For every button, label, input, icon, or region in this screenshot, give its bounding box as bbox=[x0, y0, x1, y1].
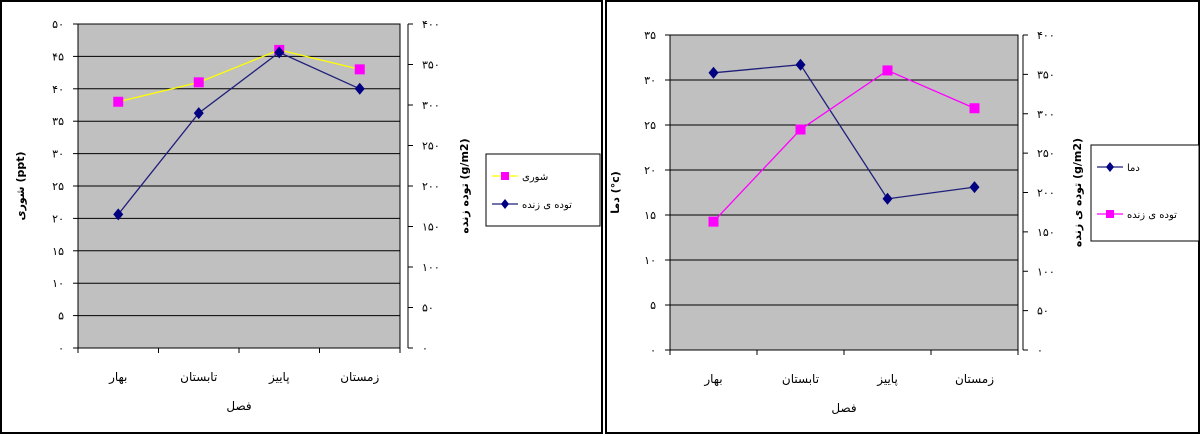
temperature-biomass-chart: ۰۵۱۰۱۵۲۰۲۵۳۰۳۵۰۵۰۱۰۰۱۵۰۲۰۰۲۵۰۳۰۰۳۵۰۴۰۰به… bbox=[609, 29, 1200, 415]
legend-box bbox=[1090, 144, 1200, 242]
left-axis-title: دما (°c) bbox=[609, 171, 622, 214]
left-tick-label: ۱۵ bbox=[644, 209, 656, 222]
chart-panel-left: ۰ ۵ ۱۰ ۱۵ ۲۰ ۲۵ ۳۰ ۳۵ ۴۰ ۴۵ ۵۰ ۰ ۵۰ ۱۰۰ ۱۵۰ ۲۰۰ ۲۵۰ ۳۰۰ ۳۵… bbox=[0, 0, 603, 434]
right-tick-label: ۳۰۰ bbox=[1037, 108, 1055, 121]
data-point-marker bbox=[969, 181, 980, 194]
right-tick-label: ۱۰۰ bbox=[422, 261, 440, 274]
data-point-marker bbox=[113, 208, 124, 221]
category-label: زمستان bbox=[955, 372, 994, 387]
legend-swatch-marker bbox=[1106, 162, 1114, 172]
data-point-marker bbox=[795, 124, 806, 135]
left-tick-label: ۱۵ bbox=[52, 245, 64, 258]
left-tick-label: ۳۰ bbox=[644, 74, 656, 87]
data-point-marker bbox=[969, 103, 980, 114]
left-tick-label: ۵ bbox=[58, 310, 64, 323]
left-tick-label: ۲۵ bbox=[644, 119, 656, 132]
right-tick-label: ۲۵۰ bbox=[1037, 147, 1055, 160]
category-label: پاییز bbox=[876, 372, 898, 387]
right-tick-label: ۵۰ bbox=[422, 302, 434, 315]
category-label: بهار bbox=[703, 372, 722, 387]
left-tick-label: ۵۰ bbox=[52, 18, 64, 31]
legend-swatch-marker bbox=[1106, 210, 1114, 218]
right-tick-label: ۱۵۰ bbox=[1037, 226, 1055, 239]
left-tick-label: ۲۰ bbox=[52, 212, 64, 225]
left-axis-title: شوری (ppt) bbox=[14, 151, 27, 220]
right-tick-label: ۰ bbox=[422, 342, 428, 355]
right-axis-title: توده زنده (g/m2) bbox=[458, 138, 471, 233]
right-tick-label: ۲۰۰ bbox=[1037, 187, 1055, 200]
data-point-marker bbox=[354, 64, 365, 75]
right-tick-label: ۰ bbox=[1037, 344, 1043, 357]
data-point-marker bbox=[354, 82, 365, 95]
data-point-marker bbox=[882, 65, 893, 76]
series-line bbox=[117, 51, 361, 215]
left-tick-label: ۴۵ bbox=[52, 50, 64, 63]
right-tick-label: ۱۵۰ bbox=[422, 221, 440, 234]
left-tick-label: ۱۰ bbox=[52, 277, 64, 290]
legend-swatch-marker bbox=[501, 199, 509, 209]
category-label: زمستان bbox=[340, 370, 379, 385]
salinity-biomass-chart: ۰ ۵ ۱۰ ۱۵ ۲۰ ۲۵ ۳۰ ۳۵ ۴۰ ۴۵ ۵۰ ۰ ۵۰ ۱۰۰ ۱۵۰ ۲۰۰ ۲۵۰ ۳۰۰ ۳۵… bbox=[14, 18, 601, 413]
legend-label: دما bbox=[1127, 163, 1140, 174]
data-point-marker bbox=[708, 66, 719, 79]
series-line bbox=[713, 64, 975, 200]
category-label: پاییز bbox=[268, 370, 290, 385]
x-axis-title: فصل bbox=[831, 401, 856, 415]
data-point-marker bbox=[882, 192, 893, 205]
right-tick-label: ۳۵۰ bbox=[1037, 68, 1055, 81]
left-tick-label: ۴۰ bbox=[52, 83, 64, 96]
left-tick-label: ۳۵ bbox=[52, 115, 64, 128]
right-tick-label: ۲۰۰ bbox=[422, 180, 440, 193]
left-tick-label: ۱۰ bbox=[644, 254, 656, 267]
data-point-marker bbox=[193, 107, 204, 120]
right-tick-label: ۳۰۰ bbox=[422, 99, 440, 112]
left-tick-label: ۵ bbox=[650, 299, 656, 312]
right-tick-label: ۲۵۰ bbox=[422, 140, 440, 153]
data-point-marker bbox=[795, 58, 806, 71]
series-line bbox=[713, 69, 975, 223]
left-tick-label: ۰ bbox=[58, 342, 64, 355]
x-axis-title: فصل bbox=[226, 399, 251, 413]
legend-swatch-marker bbox=[501, 172, 509, 180]
category-label: تابستان bbox=[180, 370, 217, 384]
plot-area bbox=[669, 34, 1019, 351]
right-tick-label: ۳۵۰ bbox=[422, 59, 440, 72]
left-tick-label: ۰ bbox=[650, 344, 656, 357]
right-tick-label: ۵۰ bbox=[1037, 305, 1049, 318]
legend-label: توده ی زنده bbox=[522, 200, 572, 211]
legend-label: شوری bbox=[522, 172, 548, 183]
right-axis-title: توده ی زنده (g/m2) bbox=[1071, 138, 1084, 247]
left-tick-label: ۳۵ bbox=[644, 29, 656, 42]
left-tick-label: ۲۵ bbox=[52, 180, 64, 193]
data-point-marker bbox=[708, 216, 719, 227]
right-tick-label: ۴۰۰ bbox=[422, 18, 440, 31]
left-tick-label: ۲۰ bbox=[644, 164, 656, 177]
data-point-marker bbox=[113, 96, 124, 107]
category-label: تابستان bbox=[782, 372, 819, 386]
data-point-marker bbox=[274, 46, 285, 59]
series-line bbox=[118, 49, 360, 103]
chart-panel-right: ۰ ۵ ۱۰ ۱۵ ۲۰ ۲۵ ۳۰ ۳۵ ۰ ۵۰ ۱۰۰ ۱۵۰ ۲۰۰ ۲۵۰ ۳۰۰ ۳۵۰ ۴۰۰ به… bbox=[605, 0, 1200, 434]
legend-label: توده ی زنده bbox=[1127, 210, 1177, 221]
right-tick-label: ۱۰۰ bbox=[1037, 265, 1055, 278]
category-label: بهار bbox=[108, 370, 127, 385]
left-tick-label: ۳۰ bbox=[52, 148, 64, 161]
data-point-marker bbox=[193, 77, 204, 88]
legend-box bbox=[485, 153, 601, 227]
right-tick-label: ۴۰۰ bbox=[1037, 29, 1055, 42]
